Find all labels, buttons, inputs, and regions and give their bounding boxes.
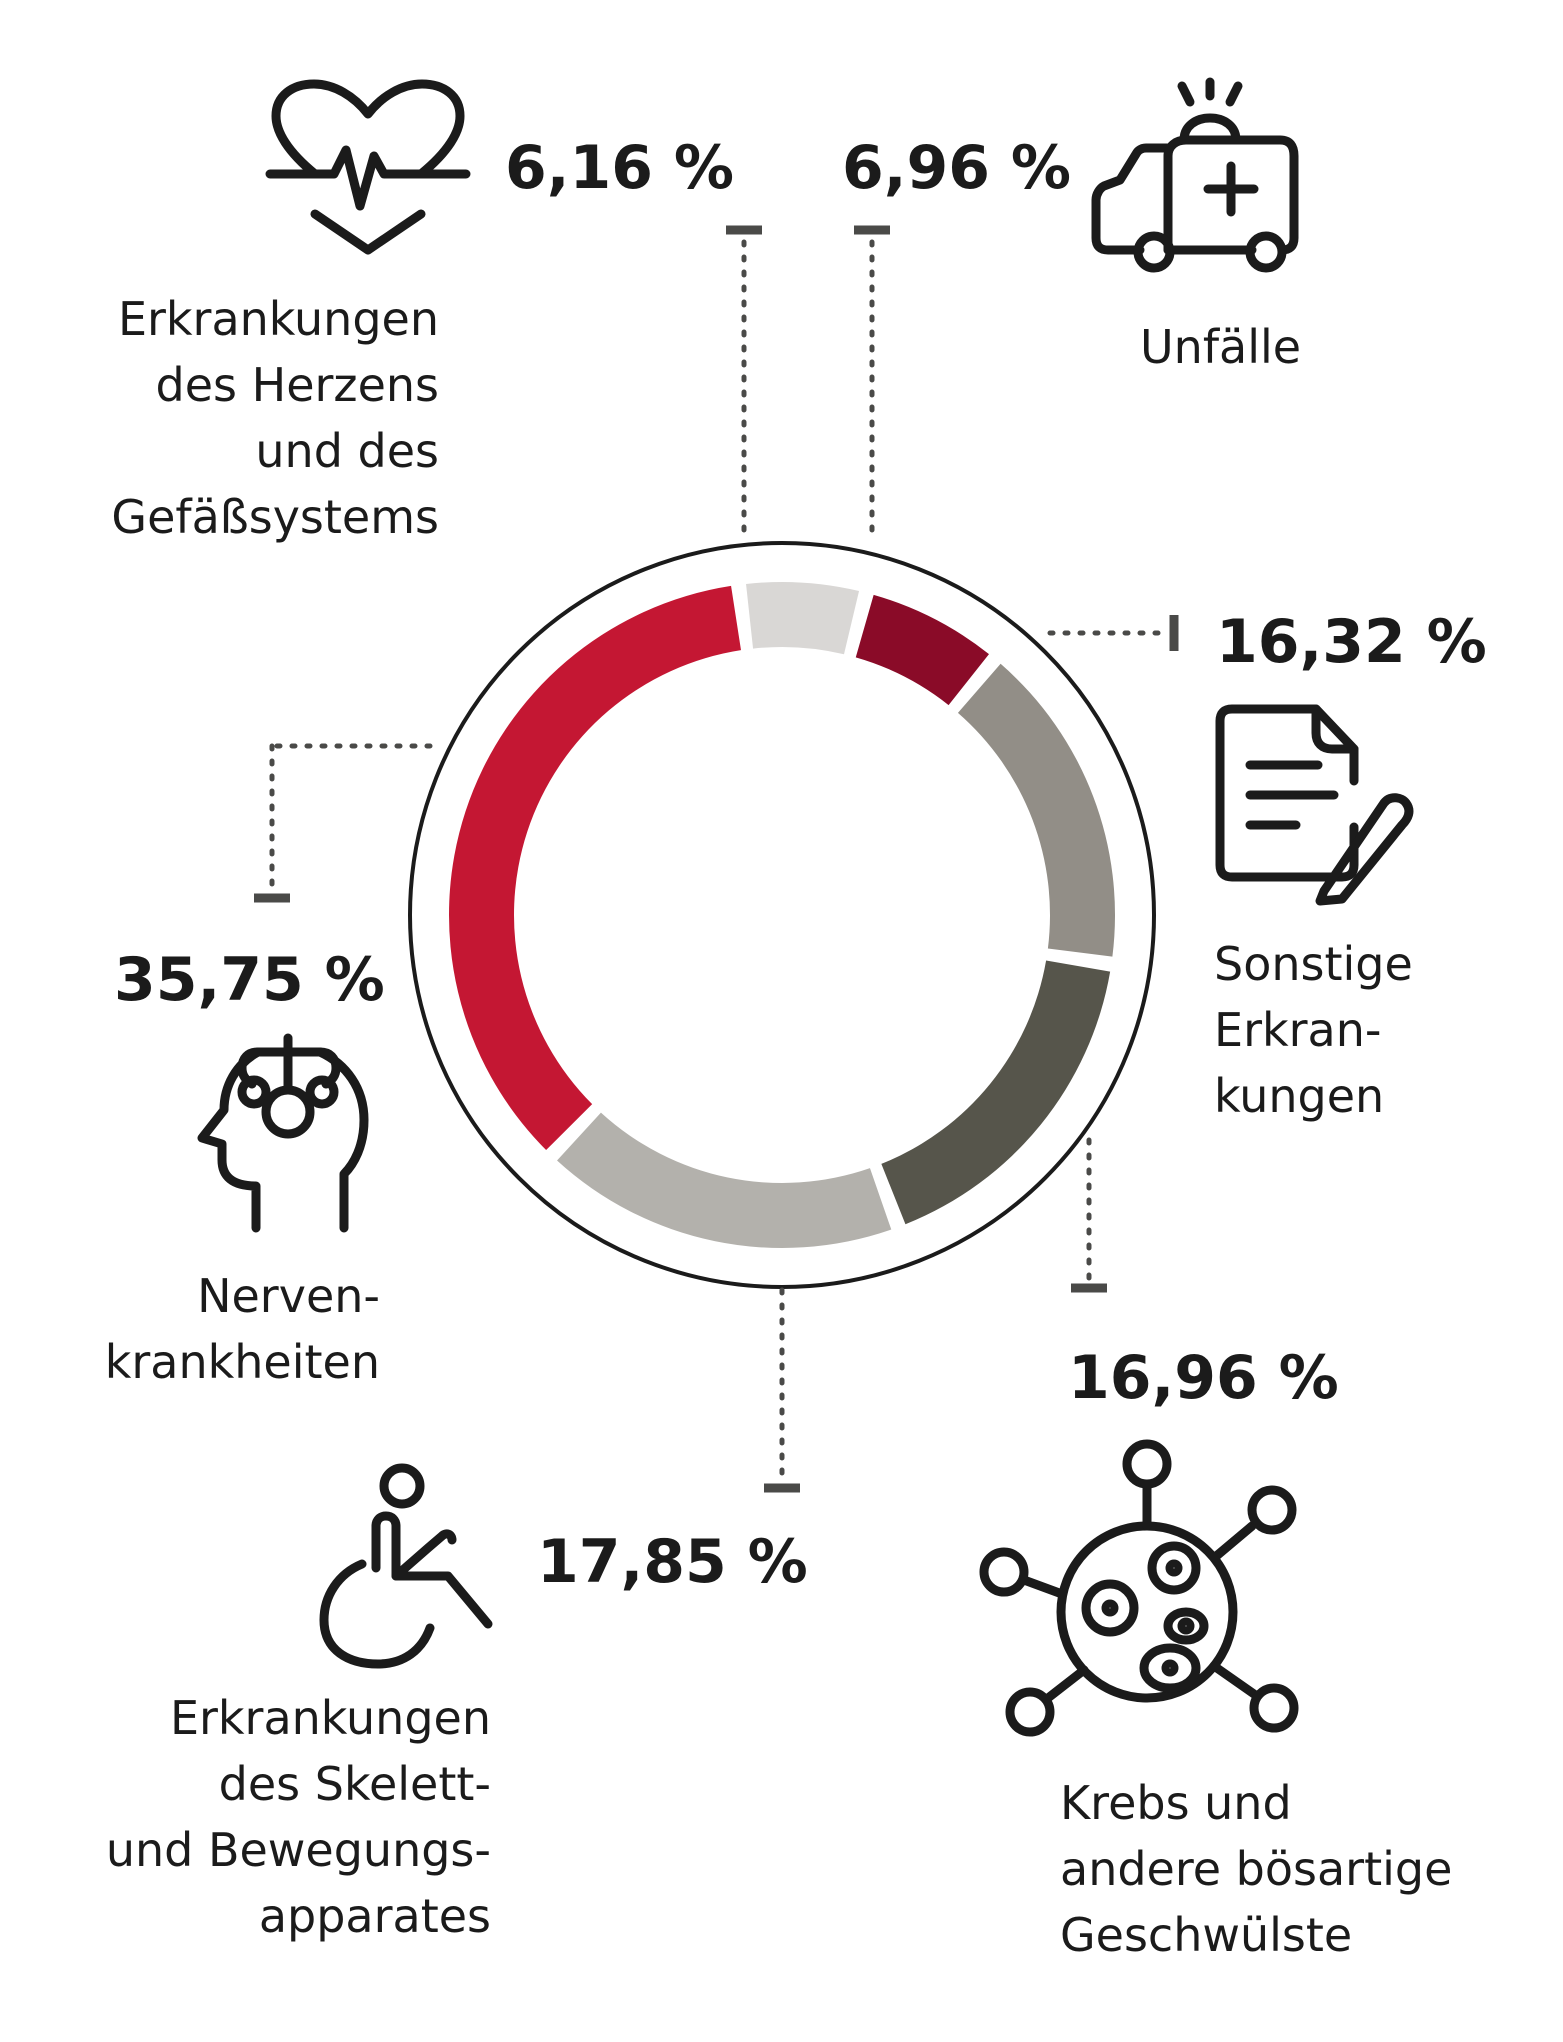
leader-herz xyxy=(726,225,762,533)
label-herz: Erkrankungen des Herzens und des Gefäßsy… xyxy=(111,292,439,544)
label-sonstige: Sonstige Erkran- kungen xyxy=(1214,937,1413,1123)
leader-nerven xyxy=(254,743,433,903)
value-sonstige: 16,32 % xyxy=(1216,607,1487,677)
slice-group xyxy=(449,582,1116,1248)
slice-krebs xyxy=(881,960,1111,1225)
label-unfaelle: Unfälle xyxy=(1140,320,1302,374)
virus-cell-icon xyxy=(979,1439,1326,1737)
ambulance-icon xyxy=(1090,77,1300,273)
leader-sonstige xyxy=(1047,615,1179,651)
label-nerven: Nerven- krankheiten xyxy=(104,1269,380,1389)
head-neural-icon xyxy=(196,1033,382,1233)
leader-krebs xyxy=(1071,1137,1107,1293)
slice-unfaelle xyxy=(855,594,989,706)
slice-nerven xyxy=(449,585,741,1151)
label-krebs: Krebs und andere bösartige Geschwülste xyxy=(1060,1776,1453,1962)
value-unfaelle: 6,96 % xyxy=(842,133,1072,203)
outer-ring-circle xyxy=(408,541,1156,1289)
leader-unfaelle xyxy=(854,225,890,533)
value-skelett: 17,85 % xyxy=(537,1527,808,1597)
slice-skelett xyxy=(557,1112,892,1248)
value-nerven: 35,75 % xyxy=(114,945,385,1015)
slice-herz xyxy=(746,582,860,655)
wheelchair-icon xyxy=(318,1463,498,1669)
slice-sonstige xyxy=(957,663,1116,957)
document-pen-icon xyxy=(1214,703,1414,906)
label-skelett: Erkrankungen des Skelett- und Bewegungs-… xyxy=(105,1691,491,1943)
value-krebs: 16,96 % xyxy=(1068,1343,1339,1413)
leader-lines xyxy=(254,225,1179,1493)
value-herz: 6,16 % xyxy=(505,133,735,203)
leader-skelett xyxy=(764,1287,800,1493)
heart-pulse-icon xyxy=(265,79,471,255)
